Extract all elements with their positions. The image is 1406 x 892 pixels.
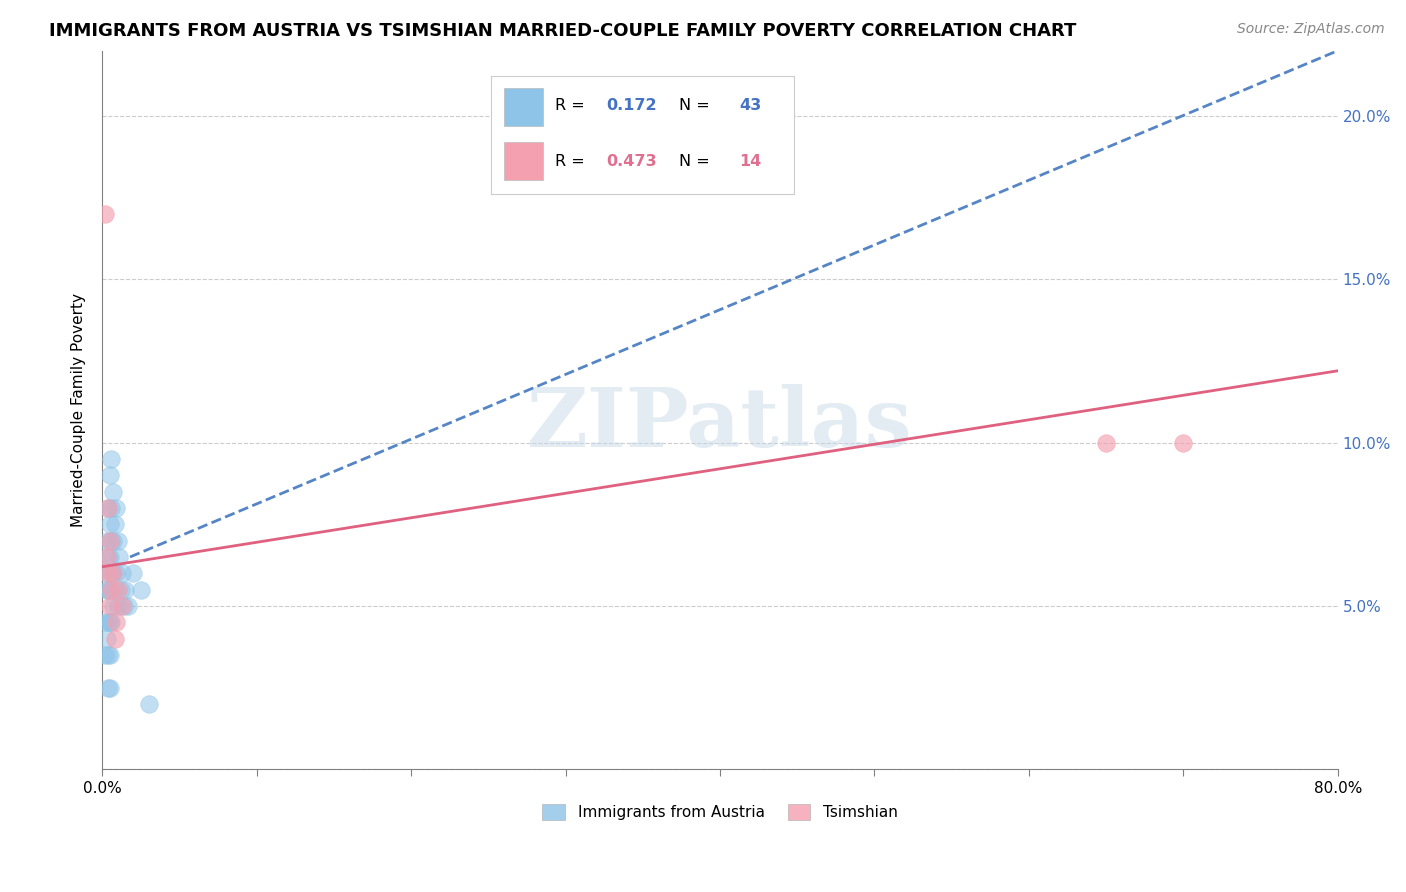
Point <box>96 566 118 581</box>
Point <box>98 615 121 630</box>
Point <box>97 500 120 515</box>
Point <box>105 500 128 515</box>
Point <box>122 566 145 581</box>
Point <box>97 648 120 662</box>
Point <box>105 566 128 581</box>
Point <box>117 599 139 613</box>
Point <box>107 599 129 613</box>
Point <box>107 582 129 597</box>
Point <box>98 517 121 532</box>
Point <box>105 615 128 630</box>
Point <box>97 549 120 564</box>
Point <box>103 582 125 597</box>
Point <box>98 599 121 613</box>
Point <box>100 452 122 467</box>
Point <box>101 533 124 548</box>
Point <box>98 648 121 662</box>
Point <box>100 615 122 630</box>
Point <box>100 500 122 515</box>
Point <box>101 599 124 613</box>
Text: ZIPatlas: ZIPatlas <box>527 384 912 465</box>
Point <box>94 648 117 662</box>
Point <box>138 697 160 711</box>
Point <box>110 582 132 597</box>
Point <box>98 549 121 564</box>
Point <box>100 533 122 548</box>
Y-axis label: Married-Couple Family Poverty: Married-Couple Family Poverty <box>72 293 86 527</box>
Point <box>97 615 120 630</box>
Point <box>1173 435 1195 450</box>
Point <box>112 599 135 613</box>
Point <box>94 207 117 221</box>
Point <box>97 582 120 597</box>
Point <box>97 500 120 515</box>
Point <box>108 549 131 564</box>
Point <box>100 582 122 597</box>
Point <box>96 533 118 548</box>
Point <box>96 549 118 564</box>
Point <box>107 533 129 548</box>
Text: IMMIGRANTS FROM AUSTRIA VS TSIMSHIAN MARRIED-COUPLE FAMILY POVERTY CORRELATION C: IMMIGRANTS FROM AUSTRIA VS TSIMSHIAN MAR… <box>49 22 1077 40</box>
Point <box>100 566 122 581</box>
Point <box>129 582 152 597</box>
Legend: Immigrants from Austria, Tsimshian: Immigrants from Austria, Tsimshian <box>536 798 904 826</box>
Point <box>114 582 136 597</box>
Text: Source: ZipAtlas.com: Source: ZipAtlas.com <box>1237 22 1385 37</box>
Point <box>1095 435 1118 450</box>
Point <box>94 615 117 630</box>
Point <box>97 566 120 581</box>
Point <box>96 632 118 646</box>
Point <box>96 582 118 597</box>
Point <box>111 599 134 613</box>
Point <box>98 468 121 483</box>
Point <box>98 681 121 695</box>
Point <box>103 517 125 532</box>
Point <box>97 681 120 695</box>
Point <box>98 533 121 548</box>
Point <box>111 566 134 581</box>
Point <box>101 484 124 499</box>
Point <box>98 582 121 597</box>
Point <box>103 632 125 646</box>
Point <box>101 566 124 581</box>
Point <box>101 566 124 581</box>
